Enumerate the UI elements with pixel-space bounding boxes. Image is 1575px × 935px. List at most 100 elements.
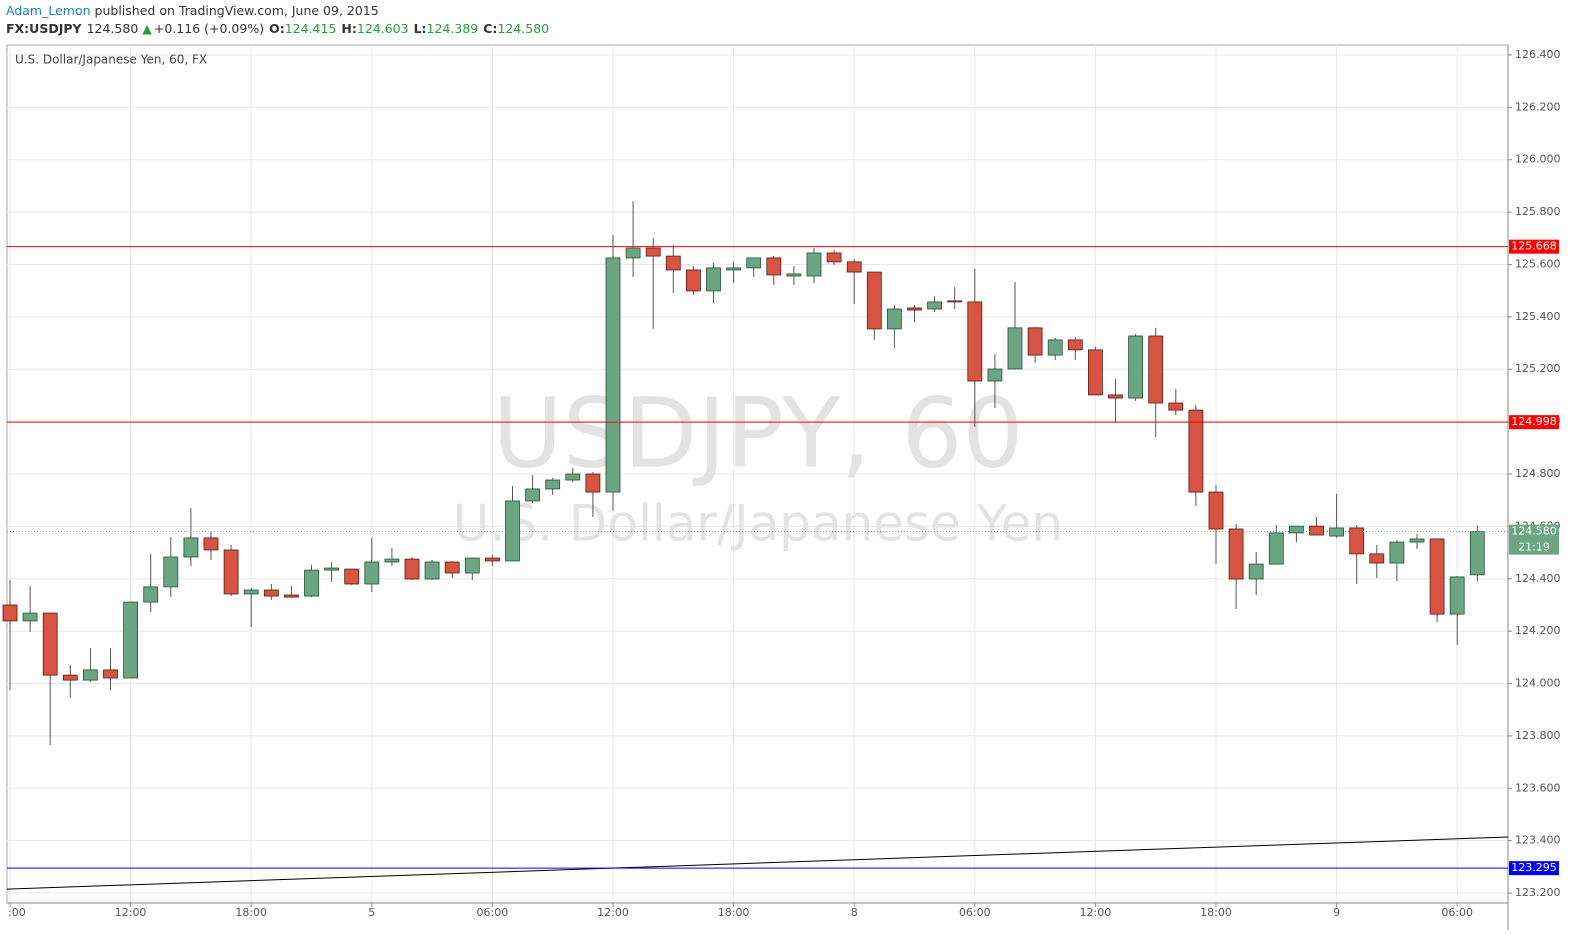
candle-body <box>525 488 540 502</box>
candle-body <box>806 252 822 277</box>
candle-body <box>1007 327 1023 370</box>
candle-body <box>766 257 782 276</box>
candle-body <box>404 558 420 580</box>
candle-body <box>1309 525 1324 536</box>
publish-line: Adam_Lemon published on TradingView.com, … <box>6 3 379 18</box>
y-tick-label: 125.600 <box>1515 257 1561 270</box>
candle-body <box>967 301 983 382</box>
published: published on TradingView.com, June 09, 2… <box>95 3 379 18</box>
candle-body <box>163 556 179 588</box>
candle-body <box>62 674 78 681</box>
y-tick-label: 124.200 <box>1515 624 1561 637</box>
level-label-box <box>1509 239 1559 254</box>
legend: U.S. Dollar/Japanese Yen, 60, FX <box>15 53 207 67</box>
candle-body <box>726 267 741 271</box>
x-tick-label: 12:00 <box>597 906 629 919</box>
x-tick-label: 18:00 <box>235 906 267 919</box>
level-label-box <box>1509 415 1559 430</box>
x-tick-label: 06:00 <box>1441 906 1473 919</box>
candle-body <box>1208 491 1224 530</box>
y-tick-label: 126.200 <box>1515 100 1561 113</box>
ohlc-value: 124.580 <box>497 21 549 36</box>
candle-body <box>1349 527 1365 555</box>
candle-body <box>947 300 963 303</box>
price: 124.580 <box>87 21 139 36</box>
x-tick-label: 9 <box>1333 906 1340 919</box>
candle-body <box>645 247 661 257</box>
countdown: 21:19 <box>1518 541 1550 554</box>
candle-body <box>384 558 400 563</box>
x-tick-label: 5 <box>368 906 375 919</box>
price-axis <box>1508 45 1575 903</box>
y-tick-label: 124.800 <box>1515 467 1561 480</box>
ohlc-value: 124.389 <box>427 21 479 36</box>
candle-body <box>1429 538 1445 615</box>
candle-body <box>1128 335 1143 399</box>
candle-body <box>746 257 762 269</box>
candle-body <box>143 586 159 603</box>
candle-body <box>103 669 118 679</box>
y-tick-label: 124.400 <box>1515 572 1561 585</box>
ohlc-value: 124.415 <box>285 21 337 36</box>
candle-body <box>605 257 621 493</box>
level-label: 123.295 <box>1511 861 1557 874</box>
ohlc-key: L: <box>414 21 427 36</box>
level-label: 125.668 <box>1511 240 1557 253</box>
candle-body <box>484 557 500 562</box>
candle-body <box>706 267 721 292</box>
candle-body <box>1268 532 1284 565</box>
level-label: 124.998 <box>1511 415 1557 428</box>
candle-body <box>545 479 561 490</box>
candle-body <box>625 247 641 259</box>
author[interactable]: Adam_Lemon <box>6 3 91 18</box>
candle-body <box>987 368 1003 382</box>
ohlc-key: H: <box>341 21 356 36</box>
candle-body <box>686 269 701 292</box>
candle-body <box>344 568 360 585</box>
ohlc-key: C: <box>483 21 497 36</box>
ohlc-key: O: <box>269 21 285 36</box>
x-tick-label: 8 <box>851 906 858 919</box>
candle-body <box>364 561 380 585</box>
candle-body <box>887 308 902 330</box>
x-tick-label: 12:00 <box>1080 906 1112 919</box>
level-label-box <box>1509 861 1559 876</box>
candle-body <box>1389 541 1405 564</box>
y-tick-label: 123.600 <box>1515 781 1561 794</box>
y-tick-label: 126.000 <box>1515 153 1561 166</box>
candle-body <box>243 589 259 595</box>
candle-body <box>1248 563 1264 580</box>
candle-body <box>1108 394 1123 399</box>
x-tick-label: :00 <box>8 906 26 919</box>
candle-body <box>223 549 239 595</box>
watermark: U.S. Dollar/Japanese Yen <box>453 495 1063 553</box>
y-tick-label: 123.200 <box>1515 886 1561 899</box>
candle-body <box>2 604 18 622</box>
candle-body <box>424 561 440 580</box>
symbol-line: FX:USDJPY 124.580 ▲ +0.116 (+0.09%) O:124.41… <box>6 21 549 36</box>
last-price-box <box>1509 524 1559 555</box>
x-tick-label: 06:00 <box>477 906 509 919</box>
x-tick-label: 18:00 <box>1200 906 1232 919</box>
candle-body <box>1168 402 1184 411</box>
candle-body <box>585 473 601 493</box>
candle-body <box>1469 531 1485 576</box>
candle-body <box>123 601 138 679</box>
candle-body <box>927 301 942 310</box>
last-price-label: 124.580 <box>1511 525 1557 538</box>
candle-body <box>22 612 38 622</box>
candle-body <box>183 537 199 558</box>
ohlc-value: 124.603 <box>357 21 409 36</box>
y-tick-label: 124.000 <box>1515 677 1561 690</box>
candle-body <box>786 273 802 277</box>
candle-body <box>1449 576 1465 615</box>
x-tick-label: 06:00 <box>959 906 991 919</box>
watermark: USDJPY, 60 <box>492 377 1023 489</box>
candle-body <box>263 589 279 597</box>
candle-body <box>1088 349 1103 396</box>
x-tick-label: 18:00 <box>718 906 750 919</box>
candle-body <box>1369 553 1385 564</box>
candle-body <box>1228 528 1244 580</box>
